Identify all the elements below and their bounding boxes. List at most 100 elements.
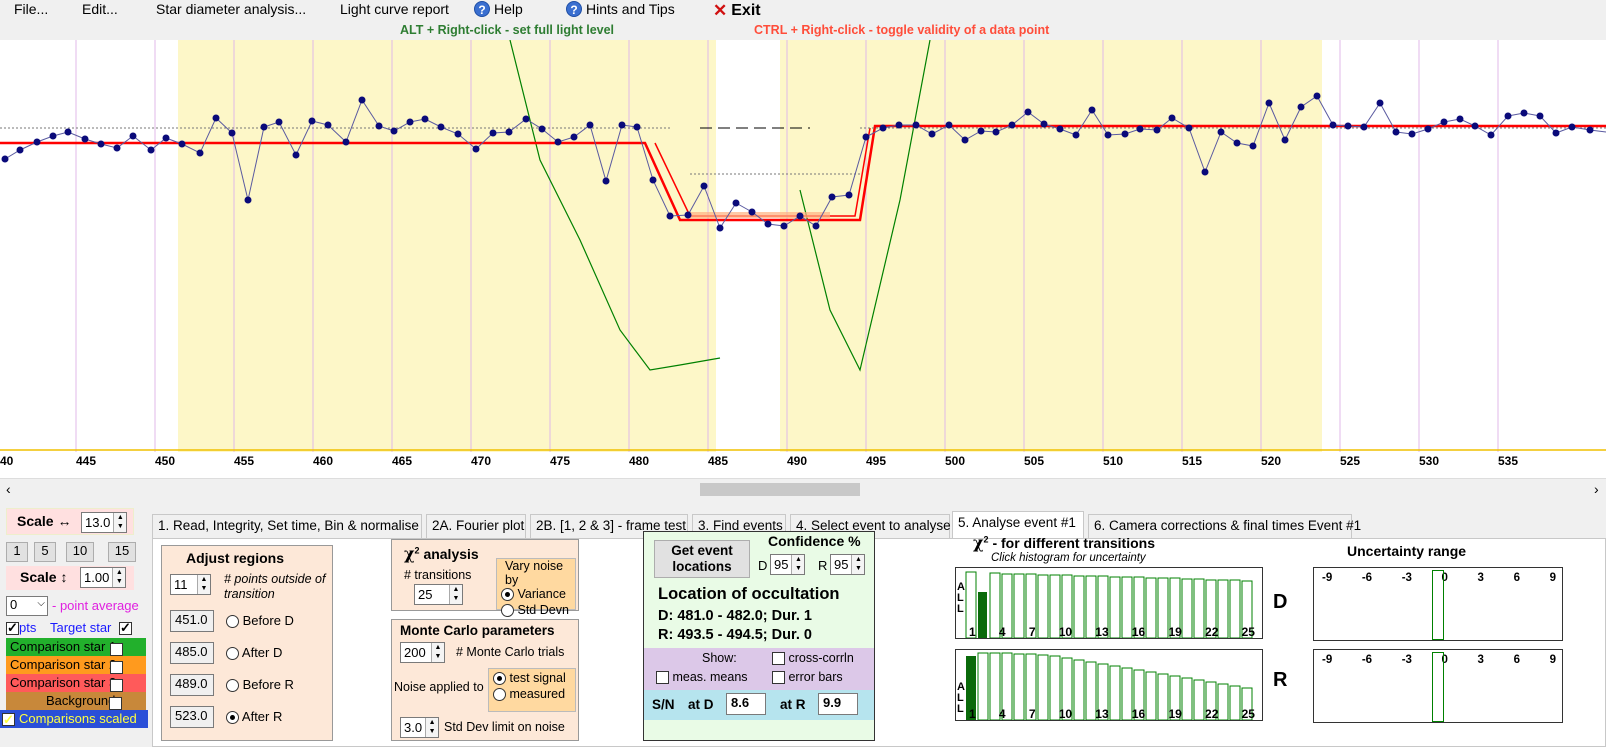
variance-option[interactable]: Variance: [497, 587, 575, 602]
tick-label: 525: [1340, 454, 1360, 468]
comparisons-scaled-row[interactable]: Comparisons scaled: [0, 710, 148, 729]
background-checkbox[interactable]: [109, 697, 123, 711]
confidence-d-stepper[interactable]: 95 ▲ ▼: [770, 554, 806, 575]
after-r-field[interactable]: 523.0: [170, 706, 214, 728]
show-label: Show:: [702, 651, 737, 665]
measured-option[interactable]: measured: [489, 687, 575, 702]
event-locations-group: Get event locations Confidence % D 95 ▲ ▼ …: [643, 531, 875, 741]
tab-read[interactable]: 1. Read, Integrity, Set time, Bin & norm…: [152, 514, 422, 538]
scroll-thumb[interactable]: [700, 483, 860, 496]
tick-label: 535: [1498, 454, 1518, 468]
after-d-field[interactable]: 485.0: [170, 642, 214, 664]
sn-d-field: 8.6: [726, 693, 766, 715]
after-r-region: [780, 40, 1322, 452]
pts-checkbox[interactable]: [6, 620, 19, 636]
menu-hints[interactable]: ? Hints and Tips: [566, 1, 675, 17]
menu-edit[interactable]: Edit...: [82, 1, 118, 17]
test-signal-option[interactable]: test signal: [489, 669, 575, 687]
preset-button[interactable]: 15: [108, 542, 136, 562]
tick-label: 445: [76, 454, 96, 468]
histogram-r[interactable]: ALL: [955, 649, 1263, 721]
tick-label: 460: [313, 454, 333, 468]
adjust-regions-title: Adjust regions: [186, 550, 285, 566]
transitions-stepper[interactable]: 25 ▲ ▼: [414, 584, 463, 605]
trials-stepper[interactable]: 200 ▲ ▼: [400, 642, 445, 663]
before-r-option[interactable]: Before R: [226, 677, 294, 693]
scroll-right-icon[interactable]: ›: [1594, 481, 1599, 497]
preset-button[interactable]: 5: [34, 542, 56, 562]
meas-means-option[interactable]: meas. means: [656, 670, 748, 685]
menu-light-curve-report[interactable]: Light curve report: [340, 1, 449, 17]
plot-scrollbar[interactable]: ‹ ›: [0, 478, 1606, 500]
tick-label: 495: [866, 454, 886, 468]
scale-v-stepper[interactable]: 1.00 ▲ ▼: [80, 567, 127, 588]
scroll-left-icon[interactable]: ‹: [6, 481, 11, 497]
std-devn-option[interactable]: Std Devn: [497, 603, 575, 618]
d-location: D: 481.0 - 482.0; Dur. 1: [658, 608, 812, 624]
after-d-option[interactable]: After D: [226, 645, 282, 661]
after-r-option[interactable]: After R: [226, 709, 282, 725]
scale-h-box: Scale ↔ 13.0 ▲ ▼: [6, 508, 134, 535]
uncertainty-d: -9 -6 -3 0 3 6 9: [1313, 567, 1563, 641]
scale-h-stepper[interactable]: 13.0 ▲ ▼: [81, 512, 128, 533]
before-d-field[interactable]: 451.0: [170, 610, 214, 632]
alt-hint: ALT + Right-click - set full light level: [400, 23, 615, 37]
tab-strip: 1. Read, Integrity, Set time, Bin & norm…: [152, 511, 1606, 538]
menu-star-diameter[interactable]: Star diameter analysis...: [156, 1, 307, 17]
background-row[interactable]: Background: [6, 692, 146, 711]
comparisons-scaled-checkbox[interactable]: [2, 711, 15, 729]
menu-bar: File... Edit... Star diameter analysis..…: [0, 0, 1606, 22]
data-curve: [4, 95, 1606, 230]
target-star-label: Target star: [49, 620, 112, 635]
std-dev-limit-label: Std Dev limit on noise: [444, 720, 565, 734]
comparison-star-1-checkbox[interactable]: [110, 643, 124, 657]
r-label: R: [818, 558, 828, 573]
tick-label: 485: [708, 454, 728, 468]
preset-button[interactable]: 1: [6, 542, 28, 562]
menu-file[interactable]: File...: [14, 1, 49, 17]
histogram-r-axis: 1 4 7 10 13 16 19 22 25: [969, 707, 1255, 721]
cross-corrln-option[interactable]: cross-corrln: [772, 651, 854, 666]
before-d-option[interactable]: Before D: [226, 613, 294, 629]
uncertainty-d-marker: [1432, 570, 1444, 640]
confidence-r-stepper[interactable]: 95 ▲ ▼: [830, 554, 866, 575]
before-r-field[interactable]: 489.0: [170, 674, 214, 696]
points-outside-stepper[interactable]: 11 ▲ ▼: [170, 574, 211, 595]
average-select[interactable]: 0 ⌵: [6, 596, 48, 616]
comparison-star-3-row[interactable]: Comparison star 3: [6, 674, 146, 693]
get-event-locations-button[interactable]: Get event locations: [654, 540, 750, 578]
adjust-regions-group: Adjust regions 11 ▲ ▼ # points outside of …: [161, 545, 333, 741]
tick-label: 40: [0, 454, 14, 468]
comparison-star-1-row[interactable]: Comparison star 1: [6, 638, 146, 657]
menu-help[interactable]: ? Help: [474, 1, 523, 17]
scale-v-box: Scale ↕ 1.00 ▲ ▼: [6, 566, 134, 590]
tab-camera-corrections[interactable]: 6. Camera corrections & final times Even…: [1088, 514, 1361, 538]
sn-row: S/N at D 8.6 at R 9.9: [644, 690, 874, 720]
points-outside-label: # points outside of transition: [224, 572, 326, 601]
pts-label: pts: [19, 620, 37, 635]
menu-exit[interactable]: ✕ Exit: [713, 1, 761, 20]
left-control-panel: Scale ↔ 13.0 ▲ ▼ 1 5 10 15 Scale ↕ 1.00 ▲ ▼ …: [0, 508, 148, 747]
histogram-subtitle: Click histogram for uncertainty: [991, 552, 1146, 564]
at-d-label: at D: [688, 697, 714, 712]
histogram-d[interactable]: ALL: [955, 567, 1263, 639]
confidence-title: Confidence %: [768, 533, 861, 549]
tab-analyse-event[interactable]: 5. Analyse event #1: [952, 511, 1084, 538]
vary-noise-group: Vary noise by Variance Std Devn: [496, 558, 576, 618]
at-r-label: at R: [780, 697, 806, 712]
uncertainty-title: Uncertainty range: [1347, 543, 1467, 559]
std-dev-limit-stepper[interactable]: 3.0 ▲ ▼: [400, 717, 440, 738]
error-bars-option[interactable]: error bars: [772, 670, 843, 685]
chi-title: χ2 analysis: [404, 544, 479, 563]
sn-r-field: 9.9: [818, 693, 858, 715]
tab-fourier[interactable]: 2A. Fourier plot: [426, 514, 526, 538]
comparison-star-2-checkbox[interactable]: [110, 661, 124, 675]
sn-label: S/N: [652, 697, 675, 712]
comparison-star-3-checkbox[interactable]: [110, 679, 124, 693]
light-curve-plot[interactable]: 40 445 450 455 460 465 470 475 480 485 4…: [0, 39, 1606, 478]
comparison-star-2-row[interactable]: Comparison star 2: [6, 656, 146, 675]
target-star-checkbox[interactable]: [119, 620, 133, 636]
histogram-d-axis: 1 4 7 10 13 16 19 22 25: [969, 625, 1255, 639]
x-axis-labels: 40 445 450 455 460 465 470 475 480 485 4…: [0, 454, 1518, 468]
preset-button[interactable]: 10: [66, 542, 94, 562]
